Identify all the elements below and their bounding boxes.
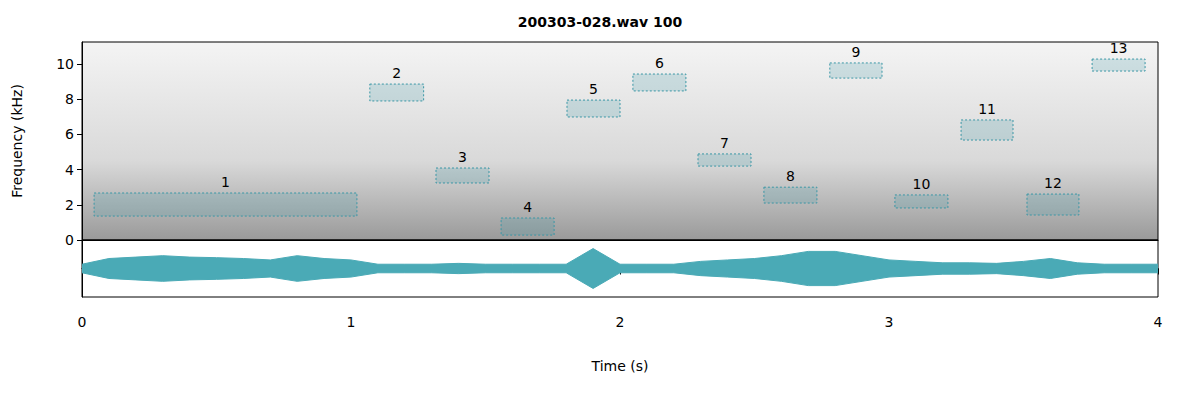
svg-text:1: 1 bbox=[347, 314, 356, 330]
svg-text:Frequency (kHz): Frequency (kHz) bbox=[9, 84, 25, 198]
svg-text:5: 5 bbox=[589, 81, 598, 97]
svg-text:Time (s): Time (s) bbox=[591, 358, 649, 374]
svg-text:2: 2 bbox=[65, 197, 74, 213]
svg-text:8: 8 bbox=[786, 168, 795, 184]
svg-text:3: 3 bbox=[885, 314, 894, 330]
svg-text:0: 0 bbox=[78, 314, 87, 330]
svg-text:10: 10 bbox=[56, 56, 74, 72]
svg-text:9: 9 bbox=[851, 44, 860, 60]
svg-text:2: 2 bbox=[616, 314, 625, 330]
svg-text:2: 2 bbox=[392, 65, 401, 81]
svg-text:6: 6 bbox=[65, 126, 74, 142]
svg-text:11: 11 bbox=[978, 101, 996, 117]
svg-text:8: 8 bbox=[65, 91, 74, 107]
svg-text:4: 4 bbox=[1154, 314, 1163, 330]
svg-text:1: 1 bbox=[221, 174, 230, 190]
svg-text:10: 10 bbox=[913, 176, 931, 192]
svg-text:12: 12 bbox=[1044, 175, 1062, 191]
svg-text:4: 4 bbox=[65, 162, 74, 178]
svg-text:7: 7 bbox=[720, 135, 729, 151]
svg-text:3: 3 bbox=[458, 149, 467, 165]
svg-text:4: 4 bbox=[523, 199, 532, 215]
svg-text:13: 13 bbox=[1110, 40, 1128, 56]
svg-text:0: 0 bbox=[65, 232, 74, 248]
svg-text:200303-028.wav 100: 200303-028.wav 100 bbox=[518, 14, 683, 30]
svg-text:6: 6 bbox=[655, 55, 664, 71]
